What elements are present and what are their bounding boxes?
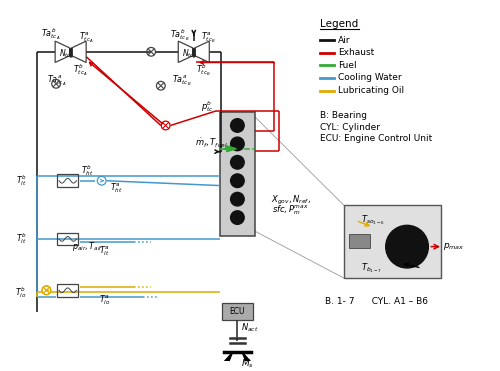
Text: $N_{tc_A}$: $N_{tc_A}$ xyxy=(60,47,74,60)
Text: Fuel: Fuel xyxy=(338,61,357,70)
Text: B. 1- 7      CYL. A1 – B6: B. 1- 7 CYL. A1 – B6 xyxy=(324,298,428,306)
Circle shape xyxy=(230,193,244,206)
Circle shape xyxy=(230,119,244,132)
Text: $sfc, P_m^{max}$: $sfc, P_m^{max}$ xyxy=(272,203,309,217)
Text: $T^a_{tc_B}$: $T^a_{tc_B}$ xyxy=(201,30,216,45)
Text: Cooling Water: Cooling Water xyxy=(338,73,402,82)
Text: $T^b_{ht}$: $T^b_{ht}$ xyxy=(80,164,94,178)
Circle shape xyxy=(230,174,244,187)
Circle shape xyxy=(386,225,428,268)
Text: $p_{air}, T_{air}$: $p_{air}, T_{air}$ xyxy=(72,240,103,253)
Bar xyxy=(57,284,78,296)
Circle shape xyxy=(230,211,244,224)
Text: $p_{max}$: $p_{max}$ xyxy=(443,241,464,252)
Text: $N_{act}$: $N_{act}$ xyxy=(241,322,259,334)
Text: $T_{so_{1-6}}$: $T_{so_{1-6}}$ xyxy=(362,214,385,227)
Text: Lubricating Oil: Lubricating Oil xyxy=(338,86,404,95)
Text: $Ta^b_{tc_A}$: $Ta^b_{tc_A}$ xyxy=(40,26,60,42)
Text: $T^a_{lo}$: $T^a_{lo}$ xyxy=(99,293,110,307)
Text: $T^b_{tc_B}$: $T^b_{tc_B}$ xyxy=(196,62,211,78)
Text: $T^b_{lo}$: $T^b_{lo}$ xyxy=(16,285,27,300)
Bar xyxy=(192,48,195,56)
Text: $T^b_{tc_A}$: $T^b_{tc_A}$ xyxy=(73,62,88,78)
Text: $T^a_{tc_A}$: $T^a_{tc_A}$ xyxy=(79,30,94,45)
Bar xyxy=(222,303,253,320)
Text: $T^a_{ht}$: $T^a_{ht}$ xyxy=(110,182,122,195)
Polygon shape xyxy=(242,352,251,362)
Text: ECU: ECU xyxy=(230,307,245,316)
Text: $X_{gov}, N_{ref},$: $X_{gov}, N_{ref},$ xyxy=(271,194,310,207)
Bar xyxy=(349,234,370,247)
Text: $T_{b_{1-7}}$: $T_{b_{1-7}}$ xyxy=(361,261,382,275)
Text: Air: Air xyxy=(338,36,350,45)
Text: CYL: Cylinder: CYL: Cylinder xyxy=(320,122,380,132)
Text: Legend: Legend xyxy=(320,19,358,29)
Text: $Ta^a_{tc_B}$: $Ta^a_{tc_B}$ xyxy=(172,73,192,88)
Bar xyxy=(57,174,78,187)
Bar xyxy=(57,233,78,245)
Text: $T^b_{lt}$: $T^b_{lt}$ xyxy=(16,232,26,246)
Text: $N_{tc_B}$: $N_{tc_B}$ xyxy=(182,47,198,60)
Text: Exhaust: Exhaust xyxy=(338,48,374,57)
Bar xyxy=(344,206,441,278)
Text: $T^a_{lt}$: $T^a_{lt}$ xyxy=(99,245,110,258)
Bar xyxy=(69,48,72,56)
Bar xyxy=(220,112,255,236)
Text: ECU: Engine Control Unit: ECU: Engine Control Unit xyxy=(320,134,432,143)
Text: B: Bearing: B: Bearing xyxy=(320,111,367,120)
Text: $\dot{m}_f, T_{fuel}$: $\dot{m}_f, T_{fuel}$ xyxy=(194,136,228,150)
Text: $p^b_{tc}$: $p^b_{tc}$ xyxy=(202,99,214,114)
Text: $M_s$: $M_s$ xyxy=(240,358,254,370)
Circle shape xyxy=(230,137,244,151)
Text: $Ta^b_{tc_B}$: $Ta^b_{tc_B}$ xyxy=(170,27,190,43)
Polygon shape xyxy=(224,352,232,362)
Polygon shape xyxy=(226,146,236,152)
Text: $T^b_{lt}$: $T^b_{lt}$ xyxy=(16,173,26,188)
Text: $Ta^a_{tc_A}$: $Ta^a_{tc_A}$ xyxy=(48,73,67,88)
Circle shape xyxy=(230,155,244,169)
